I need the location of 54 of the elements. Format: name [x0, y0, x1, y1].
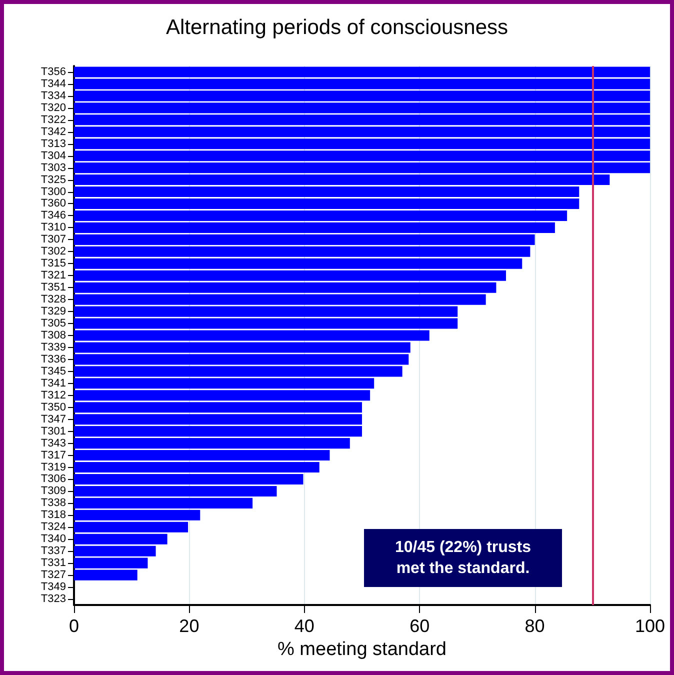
y-tick-label: T302: [40, 246, 66, 258]
y-tick-label: T307: [40, 234, 66, 246]
y-tick-label: T360: [40, 198, 66, 210]
y-tick-label: T331: [40, 557, 66, 570]
y-tick-label: T356: [40, 66, 66, 78]
x-axis-title: % meeting standard: [278, 638, 446, 660]
y-tick-label: T325: [40, 174, 66, 186]
y-tick-label: T308: [40, 330, 66, 342]
y-tick-label: T315: [40, 258, 66, 270]
y-tick-label: T350: [40, 401, 66, 414]
x-tick-label: 0: [68, 616, 80, 636]
x-tick-label: 80: [524, 616, 545, 636]
y-tick-label: T344: [40, 78, 66, 90]
y-tick-label: T320: [40, 102, 66, 114]
y-tick-label: T339: [40, 341, 66, 354]
y-tick-label: T340: [40, 533, 66, 546]
y-tick-label: T346: [40, 210, 66, 222]
y-tick-label: T300: [40, 186, 66, 198]
y-tick-label: T323: [40, 593, 66, 606]
y-tick-label: T312: [40, 389, 66, 402]
y-tick-label: T301: [40, 425, 66, 438]
y-tick-label: T341: [40, 377, 66, 390]
y-tick-label: T304: [40, 150, 66, 162]
y-tick-label: T319: [40, 461, 66, 474]
y-tick-label: T338: [40, 497, 66, 510]
y-tick-label: T310: [40, 222, 66, 234]
y-tick-label: T322: [40, 114, 66, 126]
y-tick-label: T327: [40, 569, 66, 582]
y-tick-label: T342: [40, 126, 66, 138]
y-tick-label: T305: [40, 318, 66, 330]
y-tick-label: T313: [40, 138, 66, 150]
chart-title: Alternating periods of consciousness: [166, 16, 508, 39]
y-tick-label: T347: [40, 413, 66, 426]
y-tick-label: T306: [40, 473, 66, 486]
y-tick-label: T324: [40, 521, 66, 534]
y-tick-label: T303: [40, 162, 66, 174]
x-tick-label: 100: [634, 616, 666, 636]
y-tick-label: T345: [40, 365, 66, 378]
y-tick-label: T318: [40, 509, 66, 522]
annotation: 10/45 (22%) trusts met the standard.: [394, 538, 532, 579]
x-tick-label: 40: [294, 616, 314, 636]
y-tick-label: T336: [40, 353, 66, 366]
y-tick-label: T329: [40, 306, 66, 318]
y-tick-label: T343: [40, 437, 66, 450]
y-tick-label: T351: [40, 282, 66, 294]
x-tick-label: 60: [410, 616, 430, 636]
y-tick-label: T334: [40, 90, 66, 102]
y-tick-label: T328: [40, 294, 66, 306]
y-tick-label: T349: [40, 581, 66, 594]
y-tick-label: T309: [40, 485, 66, 498]
y-tick-label: T317: [40, 449, 66, 462]
y-tick-label: T321: [40, 270, 66, 282]
y-tick-label: T337: [40, 545, 66, 558]
x-tick-label: 20: [179, 616, 200, 636]
